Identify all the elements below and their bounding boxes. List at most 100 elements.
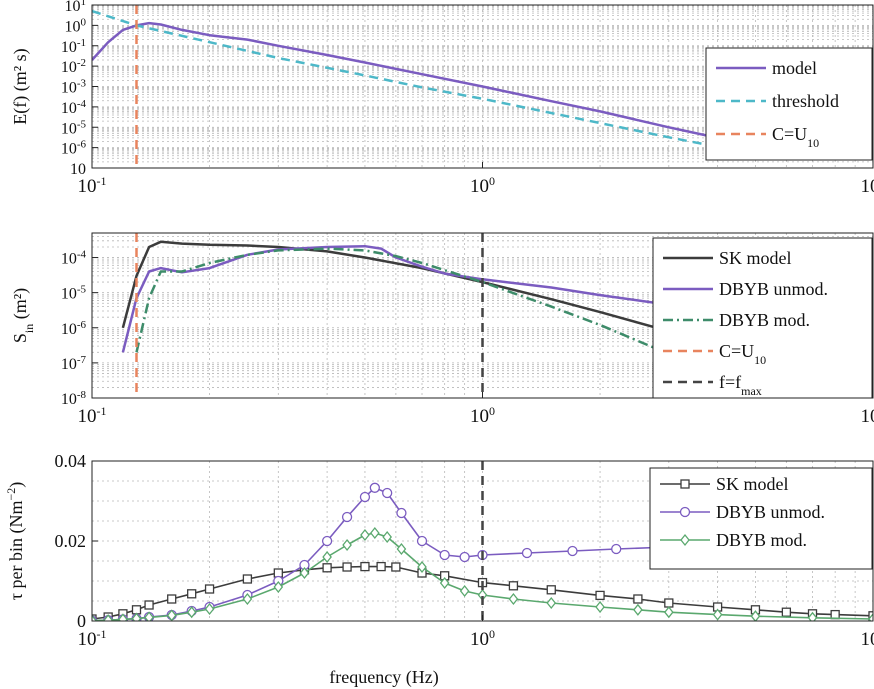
data-point-dbyb-mod <box>712 608 723 621</box>
data-point-dbyb-mod <box>242 592 253 606</box>
x-tick-label: 10-1 <box>78 627 107 650</box>
data-point-sk-model <box>273 568 283 578</box>
data-point-dbyb-unmod <box>359 491 371 503</box>
data-point-dbyb-mod <box>417 560 427 574</box>
data-point-dbyb-unmod <box>459 551 470 563</box>
data-point-sk-model <box>376 561 386 572</box>
y-tick-label: 0.02 <box>55 531 87 551</box>
y-tick-label: 0 <box>77 611 86 631</box>
y-tick-label: 100 <box>65 16 87 35</box>
data-point-sk-model <box>633 594 643 604</box>
y-axis-label: E(f) (m² s) <box>10 48 31 124</box>
x-tick-label: 100 <box>470 174 495 197</box>
data-point-dbyb-unmod <box>396 507 407 519</box>
legend-marker-dbyb-mod <box>680 533 690 547</box>
data-point-dbyb-mod <box>204 602 215 616</box>
data-point-dbyb-mod <box>131 612 142 621</box>
data-point-dbyb-mod <box>439 576 450 590</box>
data-point-dbyb-mod <box>633 603 643 616</box>
legend-box <box>652 237 873 399</box>
x-tick-label: 100 <box>470 404 495 427</box>
legend: SK model DBYB unmod. DBYB mod. C=U10 f=fmax <box>652 237 873 399</box>
series-line-dbyb-unmod <box>121 244 873 353</box>
data-point-dbyb-mod <box>807 611 818 621</box>
legend-label-f-f: f=fmax <box>719 372 762 398</box>
data-point-sk-model <box>144 600 154 610</box>
legend-label-c-u: C=U10 <box>772 124 819 150</box>
x-tick-label: 101 <box>861 404 874 427</box>
data-point-dbyb-unmod <box>321 535 333 547</box>
series-line-threshold <box>92 9 772 160</box>
data-point-sk-model <box>391 562 401 572</box>
data-point-dbyb-mod <box>595 600 605 614</box>
x-tick-label: 10-1 <box>78 174 107 197</box>
y-tick-label: 10-5 <box>61 118 87 137</box>
legend-marker-dbyb-unmod <box>679 506 691 518</box>
data-point-dbyb-unmod <box>439 549 450 561</box>
legend-label-dbyb-unmod: DBYB unmod. <box>716 502 825 522</box>
spectrum-panel: 10-110010110110010-110-210-310-410-510-6… <box>10 0 874 197</box>
y-axis-label: τ per bin (Nm−2) <box>4 482 27 601</box>
data-point-dbyb-mod <box>103 614 113 621</box>
y-tick-label: 10-3 <box>61 78 87 97</box>
y-tick-label: 10-4 <box>61 249 87 268</box>
legend-label-model: model <box>772 58 817 78</box>
data-point-dbyb-mod <box>186 606 197 619</box>
data-point-dbyb-mod <box>360 528 370 542</box>
data-point-sk-model <box>664 598 674 608</box>
data-point-dbyb-unmod <box>567 545 578 557</box>
data-point-dbyb-mod <box>166 609 177 621</box>
data-point-sk-model <box>781 607 792 617</box>
wind-input-panel: 10-1 100 101 10-4 10-5 10-6 10-7 10-8 Sin (m²) SK… <box>10 232 874 427</box>
series-group <box>92 5 801 168</box>
x-tick-label: 100 <box>470 627 495 650</box>
legend-label-dbyb-mod: DBYB mod. <box>716 530 807 550</box>
data-point-dbyb-mod <box>144 611 154 621</box>
legend-label-dbyb-unmod: DBYB unmod. <box>719 279 828 299</box>
legend-label-sk-model: SK model <box>719 248 792 268</box>
data-point-dbyb-mod <box>92 614 97 621</box>
legend: SK model DBYB unmod. DBYB mod. <box>649 467 873 570</box>
stress-per-bin-panel: 10-1 100 101 0 0.02 0.04 τ per bin (Nm−2) frequ… <box>4 451 874 688</box>
y-tick-label: 10-1 <box>61 37 86 56</box>
x-tick-label: 101 <box>861 174 874 197</box>
data-point-dbyb-mod <box>508 592 519 606</box>
data-point-sk-model <box>342 562 352 572</box>
y-tick-label: 10-7 <box>61 354 87 373</box>
data-point-dbyb-mod <box>299 566 310 580</box>
legend-label-c-u: C=U10 <box>719 341 766 367</box>
y-tick-label: 10-6 <box>61 139 87 158</box>
data-point-dbyb-mod <box>369 526 380 540</box>
data-point-dbyb-unmod <box>382 487 393 499</box>
series-line-dbyb-mod <box>135 247 753 398</box>
data-point-sk-model <box>508 581 519 591</box>
legend-marker-sk-model <box>680 479 690 489</box>
data-point-dbyb-mod <box>118 613 128 621</box>
data-point-dbyb-mod <box>396 542 407 556</box>
data-point-dbyb-mod <box>273 580 284 594</box>
y-tick-label: 10-6 <box>61 319 87 338</box>
data-point-dbyb-unmod <box>521 547 533 559</box>
x-tick-label: 10-1 <box>78 404 107 427</box>
data-point-dbyb-unmod <box>611 543 622 555</box>
y-tick-label: 10-5 <box>61 284 87 303</box>
legend-label-threshold: threshold <box>772 91 839 111</box>
data-point-sk-model <box>595 590 605 601</box>
data-point-dbyb-mod <box>342 538 352 552</box>
data-point-sk-model <box>546 585 556 595</box>
data-point-sk-model <box>187 589 197 599</box>
legend-label-sk-model: SK model <box>716 474 789 494</box>
data-point-dbyb-mod <box>382 530 393 544</box>
data-point-dbyb-unmod <box>416 535 428 547</box>
legend-box <box>705 47 873 161</box>
y-tick-label: 0.04 <box>55 451 87 471</box>
data-point-sk-model <box>167 594 177 604</box>
y-tick-label: 10-4 <box>61 98 87 117</box>
x-tick-label: 101 <box>861 627 874 650</box>
data-point-dbyb-unmod <box>369 482 380 493</box>
legend-label-dbyb-mod: DBYB mod. <box>719 310 810 330</box>
data-point-dbyb-mod <box>663 606 674 619</box>
legend: model threshold C=U10 <box>705 47 873 161</box>
data-point-sk-model <box>360 561 370 572</box>
